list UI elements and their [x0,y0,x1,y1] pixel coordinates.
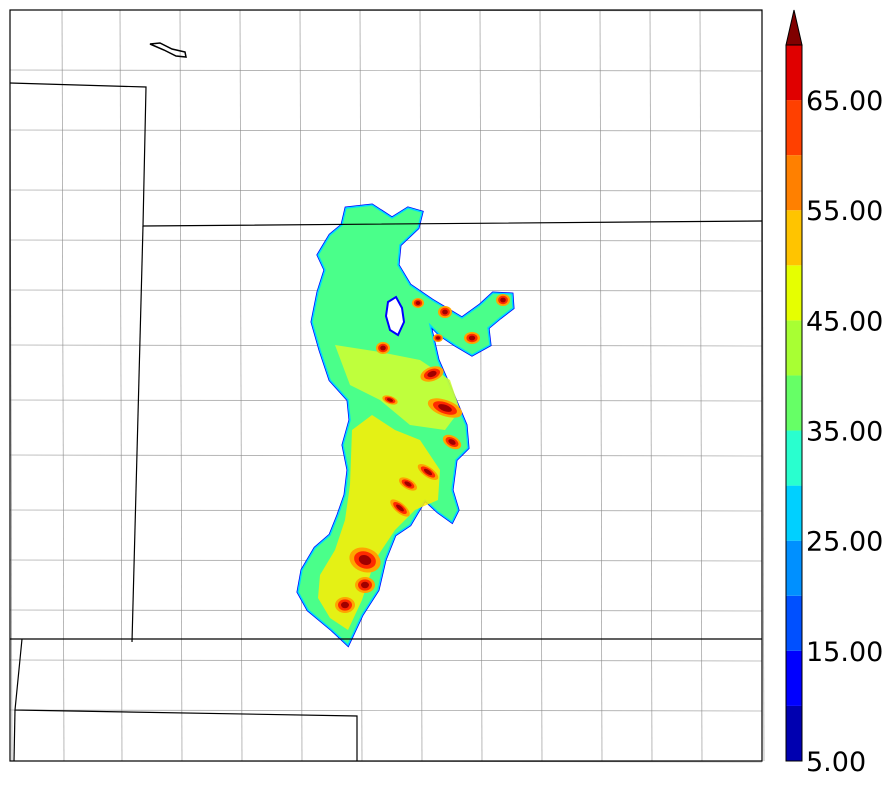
reflectivity-core [427,370,437,378]
reflectivity-core [404,481,412,487]
reflectivity-field [296,203,515,648]
reflectivity-core [423,468,433,476]
colorbar-frame [785,44,803,762]
reflectivity-hole [384,295,406,337]
colorbar-segment [786,705,802,761]
reflectivity-core [415,301,421,305]
reflectivity-contour [318,415,440,630]
colorbar-segment [786,650,802,706]
state-boundaries [9,42,763,762]
county-line [299,9,303,762]
reflectivity-contour [335,345,460,430]
reflectivity-core [448,439,456,445]
reflectivity-core [442,309,448,315]
county-line [539,9,543,762]
colorbar-segment [786,265,802,321]
reflectivity-core [358,554,372,566]
county-line [9,709,763,712]
colorbar-segment [786,45,802,101]
reflectivity-core [380,345,386,351]
reflectivity-core [500,297,506,303]
colorbar-segment [786,155,802,211]
colorbar-segment [786,210,802,266]
colorbar-tick-labels: 5.00 15.00 25.00 35.00 45.00 55.00 65.00 [806,86,883,778]
reflectivity-core [361,581,369,589]
colorbar-tick-label: 5.00 [806,747,866,778]
colorbar-segment [786,540,802,596]
colorbar-segment [786,100,802,156]
colorbar-segment [786,375,802,431]
colorbar-segment [786,320,802,376]
colorbar-segment [786,595,802,651]
county-line [649,9,653,762]
reflectivity-core [438,404,452,412]
reflectivity-core [396,504,404,512]
colorbar-tick-label: 25.00 [806,527,883,558]
county-line [119,9,123,762]
reflectivity-core [386,398,394,402]
colorbar-segment [786,485,802,541]
county-line [9,189,763,192]
colorbar-extend-arrow [785,9,803,46]
county-line [9,129,763,132]
colorbar-tick-label: 55.00 [806,196,883,227]
colorbar-tick-label: 45.00 [806,306,883,337]
map-frame [9,9,763,762]
county-line [9,609,763,612]
colorbar-tick-label: 15.00 [806,637,883,668]
county-line [179,9,183,762]
colorbar-tick-label: 35.00 [806,417,883,448]
map-area [9,9,765,763]
county-line [9,659,763,662]
reflectivity-core [436,336,440,340]
colorbar [785,9,803,762]
colorbar-segment [786,430,802,486]
reflectivity-core [468,335,476,341]
county-line [699,9,703,762]
county-line [61,9,65,762]
county-line [599,9,603,762]
county-line [479,9,483,762]
reflectivity-core [341,601,349,609]
colorbar-tick-label: 65.00 [806,86,883,117]
county-line [9,69,763,72]
county-line [239,9,243,762]
